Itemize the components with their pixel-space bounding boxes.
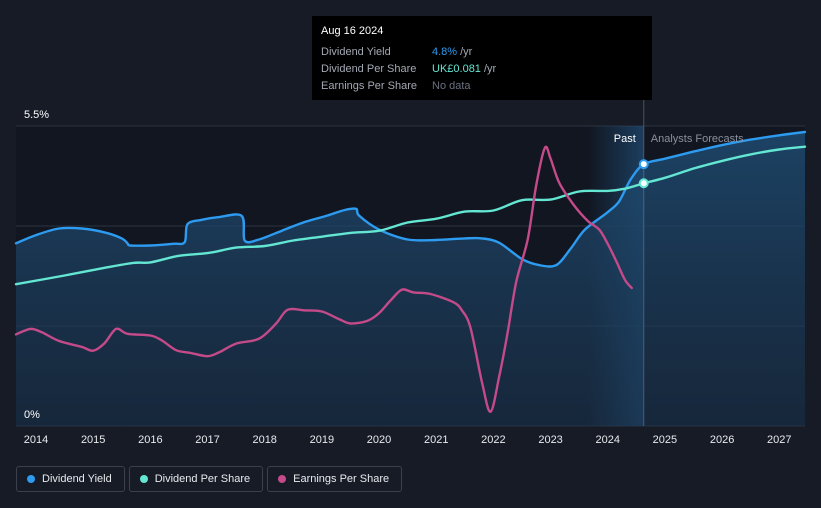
tooltip-label: Dividend Yield [321,45,391,58]
tooltip-value: 4.8% [432,45,458,58]
x-tick-label: 2022 [481,434,505,446]
series-markers [638,159,649,189]
legend-item-dividend-per-share[interactable]: Dividend Per Share [128,466,264,492]
dividend-yield-dot-icon [27,475,35,483]
y-axis-top-label: 5.5% [24,109,49,121]
dividend-yield-line [14,130,807,268]
tooltip-value: No data [432,79,471,92]
analysts-forecasts-label: Analysts Forecasts [651,133,744,145]
x-tick-label: 2024 [596,434,620,446]
y-axis-bottom-label: 0% [24,409,40,421]
x-axis-ticks: 2014 2015 2016 2017 2018 2019 2020 2021 2022 2023… [24,434,792,446]
dividend-per-share-marker [638,178,649,189]
tooltip-row-earnings-per-share: Earnings Per Share No data [321,77,643,94]
tooltip: Aug 16 2024 Dividend Yield 4.8% /yr Divi… [312,16,652,100]
tooltip-label: Dividend Per Share [321,62,417,75]
x-tick-label: 2021 [424,434,448,446]
x-tick-label: 2018 [252,434,276,446]
x-tick-label: 2014 [24,434,48,446]
dividend-per-share-dot-icon [139,475,148,483]
tooltip-unit: /yr [483,62,497,75]
legend: Dividend Yield Dividend Per Share Earnin… [16,466,403,492]
dividend-yield-area [16,132,805,426]
x-tick-label: 2027 [767,434,791,446]
x-tick-label: 2016 [138,434,162,446]
series-lines [14,130,807,414]
legend-label: Dividend Yield [42,473,112,485]
tooltip-date: Aug 16 2024 [321,25,384,37]
tooltip-unit: /yr [460,45,473,58]
x-tick-label: 2017 [195,434,219,446]
legend-item-earnings-per-share[interactable]: Earnings Per Share [267,466,403,492]
x-tick-label: 2026 [710,434,734,446]
past-label: Past [614,133,636,145]
x-tick-label: 2019 [310,434,334,446]
legend-label: Earnings Per Share [293,473,390,485]
legend-item-dividend-yield[interactable]: Dividend Yield [16,466,125,492]
earnings-per-share-dot-icon [278,475,287,483]
x-tick-label: 2015 [81,434,105,446]
x-tick-label: 2020 [367,434,391,446]
series-areas [16,132,805,426]
x-tick-label: 2023 [538,434,562,446]
dividend-per-share-line [14,145,807,286]
tooltip-label: Earnings Per Share [321,79,417,92]
x-tick-label: 2025 [653,434,677,446]
legend-label: Dividend Per Share [154,473,251,485]
earnings-per-share-line [14,145,633,414]
tooltip-row-dividend-yield: Dividend Yield 4.8% /yr [321,43,643,60]
dividend-yield-marker [638,159,649,170]
tooltip-row-dividend-per-share: Dividend Per Share UK£0.081 /yr [321,60,643,77]
tooltip-value: UK£0.081 [432,62,481,75]
